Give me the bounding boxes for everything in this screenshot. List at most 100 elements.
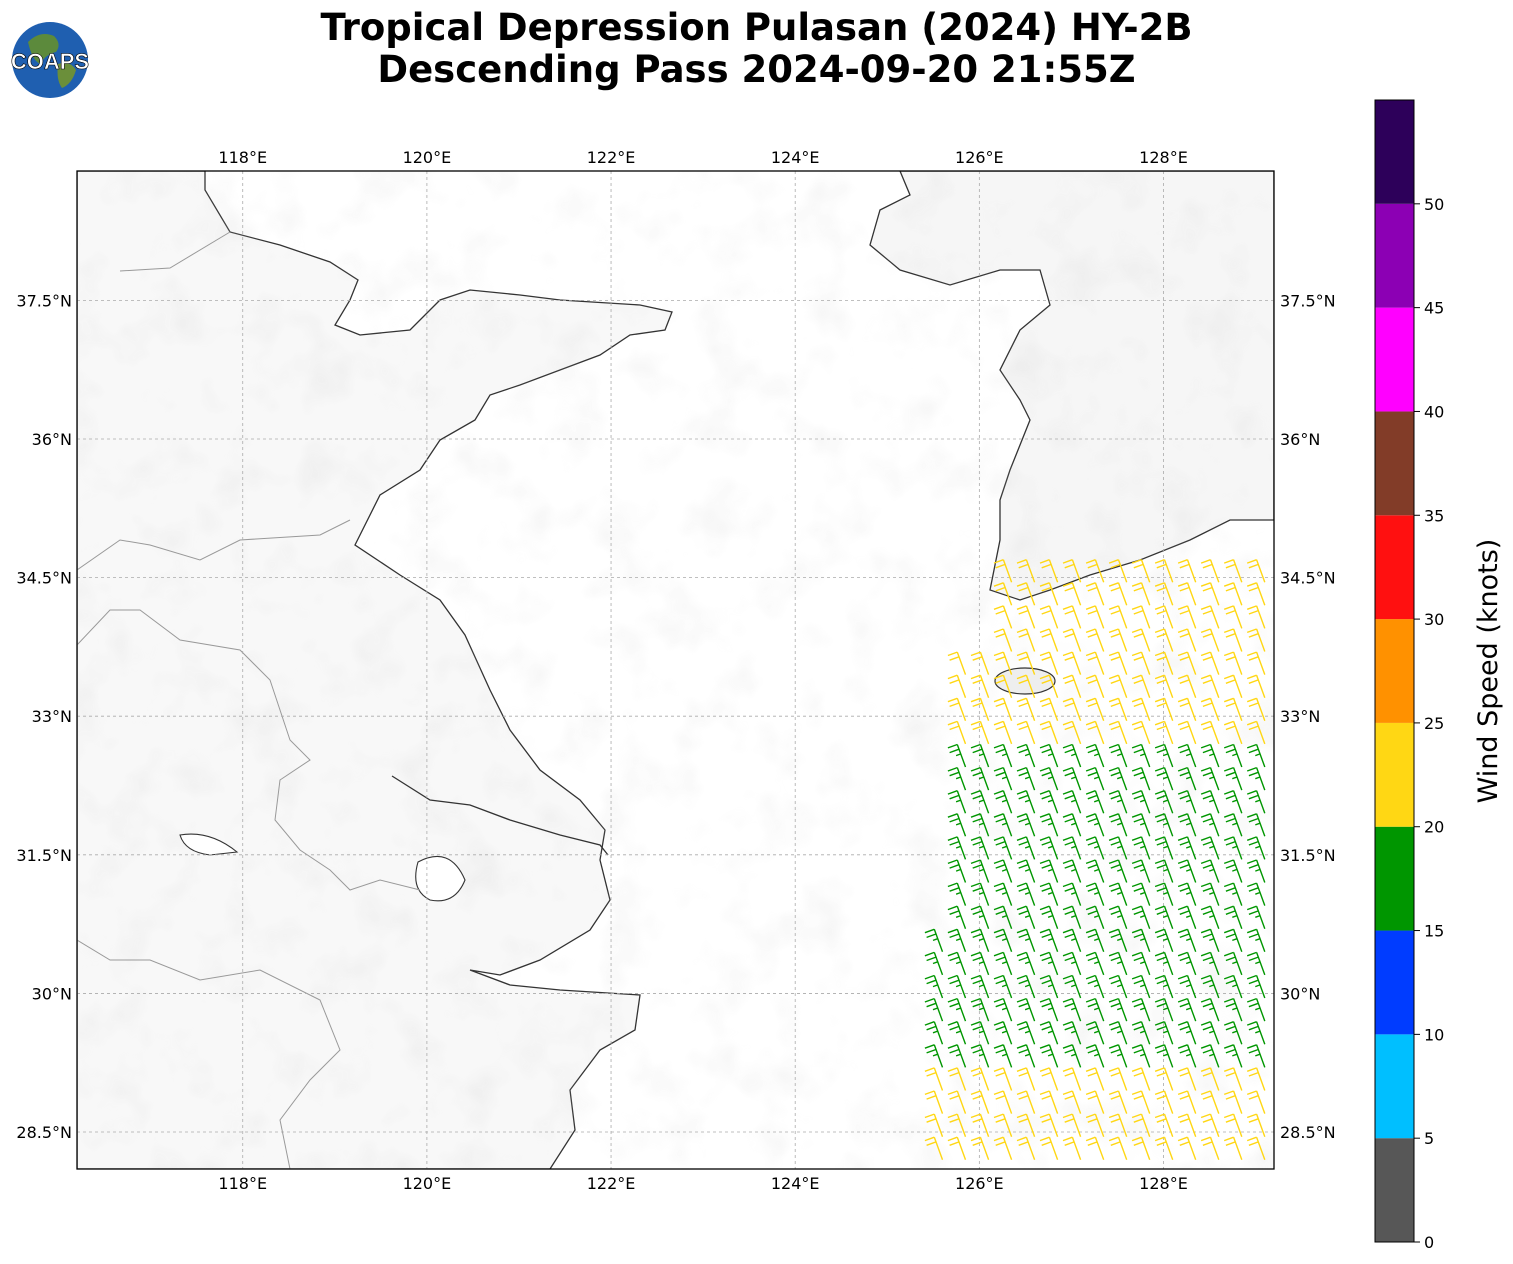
colorbar-tick-label: 40 [1424,402,1444,421]
wind-barb [1039,882,1059,906]
wind-barb [1016,674,1036,698]
wind-barb [1200,1067,1220,1091]
colorbar-tick-label: 5 [1424,1129,1434,1148]
wind-barb [1223,951,1243,976]
wind-barb [1108,766,1128,791]
wind-barb [1246,951,1266,976]
wind-barb [1200,697,1220,722]
lon-tick-label: 120°E [403,1174,452,1193]
wind-barb [1131,859,1151,883]
lat-tick-label: 37.5°N [1280,291,1336,310]
wind-barb [1062,582,1082,606]
wind-barb [1154,605,1174,629]
wind-barb [1177,997,1197,1022]
wind-barb [1062,882,1082,906]
wind-barb [1154,1113,1174,1137]
wind-barb [1200,674,1220,698]
wind-barb [1131,628,1151,652]
wind-barb [1062,743,1082,768]
wind-barb [1223,582,1243,606]
wind-barb [1200,720,1220,745]
lon-tick-label: 128°E [1139,1174,1188,1193]
wind-barb [1039,974,1059,999]
lon-tick-label: 124°E [771,1174,820,1193]
wind-barb [993,813,1013,837]
wind-barb [1223,674,1243,698]
wind-barb [993,1067,1013,1091]
lat-tick-label: 31.5°N [1280,846,1336,865]
lat-tick-label: 33°N [32,707,72,726]
wind-barb [970,905,990,929]
wind-barb [1039,651,1059,675]
wind-barb [1200,859,1220,883]
wind-barb [1177,697,1197,722]
wind-barb [1200,605,1220,629]
wind-barb [947,651,967,675]
colorbar-tick-label: 10 [1424,1025,1444,1044]
wind-barb [1154,766,1174,791]
lat-tick-label: 34.5°N [16,569,72,588]
wind-barb [947,743,967,768]
wind-barb [1154,720,1174,745]
landmass-layer [77,171,1274,1169]
wind-barb [1085,905,1105,929]
wind-barb [1223,1067,1243,1091]
wind-barb [1016,928,1036,953]
lon-tick-labels-bottom: 118°E 120°E 122°E 124°E 126°E 128°E [218,1174,1187,1193]
wind-barb [993,1113,1013,1137]
wind-barb [1062,813,1082,837]
wind-barb [1062,905,1082,929]
wind-barb [1177,766,1197,791]
wind-barb [1085,836,1105,860]
wind-barb [1108,1044,1128,1068]
colorbar-bin [1375,722,1414,827]
wind-barb [1062,836,1082,860]
province-borders [77,231,421,1169]
wind-barb [1016,651,1036,675]
wind-barb [1108,605,1128,629]
logo-text: COAPS [11,49,89,74]
wind-barb [924,1113,944,1137]
wind-barb [1177,882,1197,906]
wind-barb [1131,951,1151,976]
wind-barb [1177,905,1197,929]
wind-barb [1246,582,1266,606]
wind-barb [1177,1044,1197,1068]
wind-barb [924,997,944,1022]
wind-barb [1154,813,1174,837]
wind-barb [1085,882,1105,906]
wind-barb [1200,1044,1220,1068]
wind-barb [947,1113,967,1137]
wind-barb [1177,974,1197,999]
wind-barb [1108,651,1128,675]
wind-barb [947,1067,967,1091]
wind-barb [1131,766,1151,791]
wind-barb [1085,859,1105,883]
wind-barb [1062,766,1082,791]
wind-barb [1039,1044,1059,1068]
wind-barb [970,766,990,791]
wind-barb [1246,720,1266,745]
wind-barb [1085,697,1105,722]
wind-barb [1177,720,1197,745]
lat-tick-label: 36°N [1280,430,1320,449]
wind-barb [1177,674,1197,698]
lat-tick-label: 30°N [32,984,72,1003]
wind-barb [993,997,1013,1022]
wind-barb [1177,628,1197,652]
wind-barb [970,1021,990,1045]
wind-barbs [924,559,1266,1161]
wind-barb [1131,1113,1151,1137]
wind-barb [1131,813,1151,837]
wind-barb [1177,813,1197,837]
wind-barb [1223,1044,1243,1068]
wind-barb [924,1021,944,1045]
wind-barb [1016,882,1036,906]
wind-barb [1131,559,1151,583]
wind-barb [1085,559,1105,583]
graticule [77,171,1274,1169]
lat-tick-labels-left: 37.5°N 36°N 34.5°N 33°N 31.5°N 30°N 28.5°N [16,291,72,1142]
lat-tick-label: 33°N [1280,707,1320,726]
wind-barb [1108,628,1128,652]
